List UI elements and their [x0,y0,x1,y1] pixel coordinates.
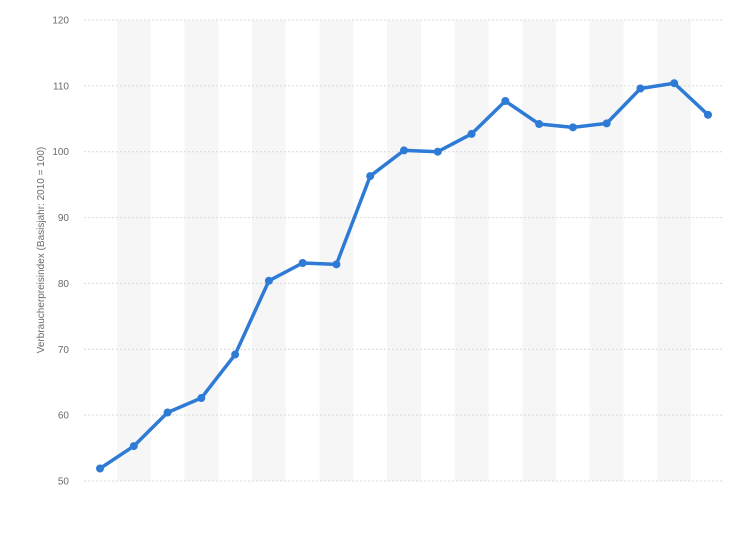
background-band [589,20,624,481]
background-band [522,20,556,481]
data-point [366,172,375,181]
data-point [163,408,172,417]
data-points [96,79,712,473]
data-point [670,79,679,88]
y-tick-label: 50 [58,477,70,488]
y-tick-label: 60 [58,411,70,422]
y-axis-title: Verbraucherpreisindex (Basisjahr: 2010 =… [36,147,47,354]
y-tick-label: 100 [52,147,69,158]
y-tick-label: 120 [52,16,69,27]
background-band [116,20,151,481]
y-tick-label: 70 [58,345,70,356]
data-point [433,147,442,156]
y-axis-ticks: 120 110 100 90 80 70 60 50 [52,16,69,488]
background-band [454,20,489,481]
background-band [319,20,354,481]
background-band [184,20,219,481]
data-point [332,260,341,269]
data-point [231,350,240,359]
data-point [704,110,712,119]
data-point [264,276,273,285]
background-band [387,20,421,481]
y-tick-label: 80 [58,279,70,290]
data-point [400,146,408,155]
data-point [602,119,611,128]
data-point [535,120,544,129]
data-point [501,97,510,105]
data-point [298,259,307,268]
data-point [197,394,206,403]
gridlines [84,19,724,482]
data-point [568,123,577,132]
background-band [657,20,692,481]
data-point [129,442,138,451]
data-point [467,129,476,138]
data-point [636,84,645,93]
data-point [96,464,104,473]
y-tick-label: 90 [58,213,70,224]
y-tick-label: 110 [53,81,69,92]
background-bands [116,20,692,481]
background-band [252,20,286,481]
